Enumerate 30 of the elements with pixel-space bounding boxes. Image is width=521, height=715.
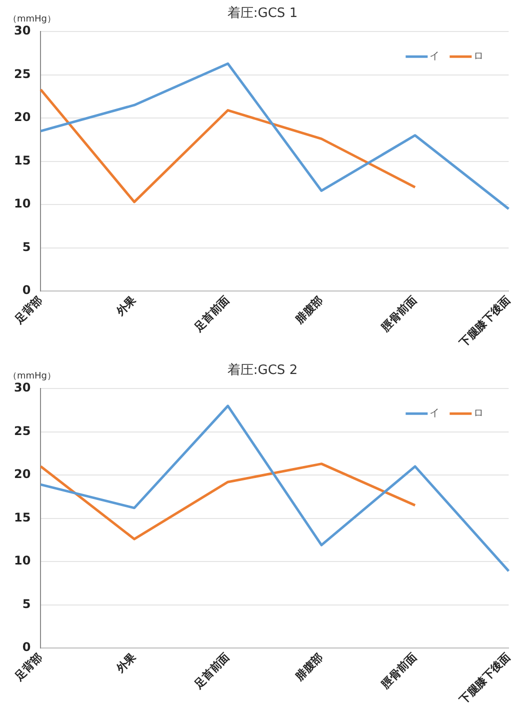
legend-label: ロ — [474, 51, 484, 62]
x-tick-label: 下腿膝下後面 — [456, 294, 513, 350]
x-tick-label: 足首前面 — [191, 650, 232, 692]
y-tick-label: 25 — [14, 424, 31, 438]
y-tick-label: 15 — [14, 510, 31, 524]
y-tick-label: 30 — [14, 380, 31, 395]
x-tick-label: 脛骨前面 — [378, 294, 420, 335]
x-tick-label: 足首前面 — [191, 294, 232, 335]
x-tick-label: 腓腹部 — [292, 650, 326, 684]
y-axis-title: （mmHg） — [8, 371, 56, 382]
legend-label: ロ — [474, 408, 484, 420]
y-axis-title: （mmHg） — [8, 14, 56, 24]
y-tick-label: 10 — [14, 196, 31, 211]
x-tick-label: 腓腹部 — [292, 294, 326, 327]
x-tick-label: 脛骨前面 — [378, 650, 420, 692]
chart-title: 着圧:GCS 2 — [227, 362, 298, 378]
legend-label: イ — [430, 51, 440, 62]
y-tick-label: 10 — [14, 554, 31, 568]
y-tick-label: 30 — [14, 24, 31, 38]
x-tick-label: 外果 — [112, 650, 140, 676]
x-tick-label: 外果 — [112, 292, 140, 320]
y-tick-label: 5 — [22, 596, 31, 611]
y-tick-label: 25 — [14, 66, 31, 81]
y-tick-label: 15 — [14, 153, 31, 168]
chart-title: 着圧:GCS 1 — [227, 5, 298, 22]
y-tick-label: 20 — [14, 467, 31, 482]
y-tick-label: 5 — [22, 240, 31, 254]
x-tick-label: 下腿膝下後面 — [456, 650, 513, 708]
y-tick-label: 20 — [14, 110, 31, 124]
legend-label: イ — [430, 408, 440, 420]
